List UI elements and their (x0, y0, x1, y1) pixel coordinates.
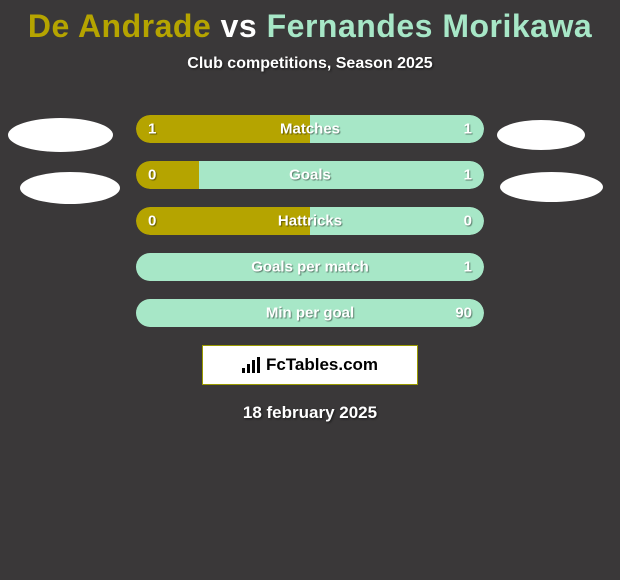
date-text: 18 february 2025 (0, 403, 620, 423)
row-label: Goals per match (251, 259, 369, 276)
player-photo-placeholder (8, 118, 113, 152)
row-label: Hattricks (278, 213, 342, 230)
title-vs: vs (211, 8, 266, 44)
value-right: 90 (455, 305, 472, 322)
page-title: De Andrade vs Fernandes Morikawa (0, 0, 620, 45)
value-left: 1 (148, 121, 156, 138)
chart-icon (242, 357, 260, 373)
value-left: 0 (148, 167, 156, 184)
title-right: Fernandes Morikawa (267, 8, 593, 44)
value-right: 1 (464, 259, 472, 276)
row-label: Goals (289, 167, 331, 184)
value-left: 0 (148, 213, 156, 230)
stat-row: 0 0 Hattricks (136, 207, 484, 235)
stat-row: 1 Goals per match (136, 253, 484, 281)
value-right: 0 (464, 213, 472, 230)
title-left: De Andrade (28, 8, 211, 44)
row-label: Matches (280, 121, 340, 138)
value-right: 1 (464, 121, 472, 138)
subtitle: Club competitions, Season 2025 (0, 55, 620, 73)
bar-right (199, 161, 484, 189)
branding-box: FcTables.com (202, 345, 418, 385)
stat-row: 90 Min per goal (136, 299, 484, 327)
player-photo-placeholder (497, 120, 585, 150)
value-right: 1 (464, 167, 472, 184)
stat-row: 1 1 Matches (136, 115, 484, 143)
stat-row: 0 1 Goals (136, 161, 484, 189)
row-label: Min per goal (266, 305, 354, 322)
bar-left (136, 161, 199, 189)
player-photo-placeholder (500, 172, 603, 202)
branding-text: FcTables.com (266, 355, 378, 375)
player-photo-placeholder (20, 172, 120, 204)
